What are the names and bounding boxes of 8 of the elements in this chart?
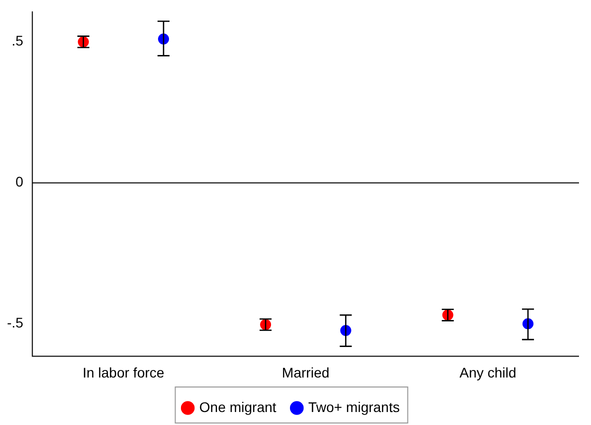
legend-label: Two+ migrants [308,398,400,415]
legend-label: One migrant [199,398,276,415]
x-tick-label: In labor force [82,364,165,380]
y-tick-label: .5 [12,32,24,49]
y-tick-label: -.5 [6,314,24,331]
y-tick-label: 0 [16,174,24,190]
x-tick-label: Any child [459,364,516,380]
x-tick-label: Married [282,364,330,380]
